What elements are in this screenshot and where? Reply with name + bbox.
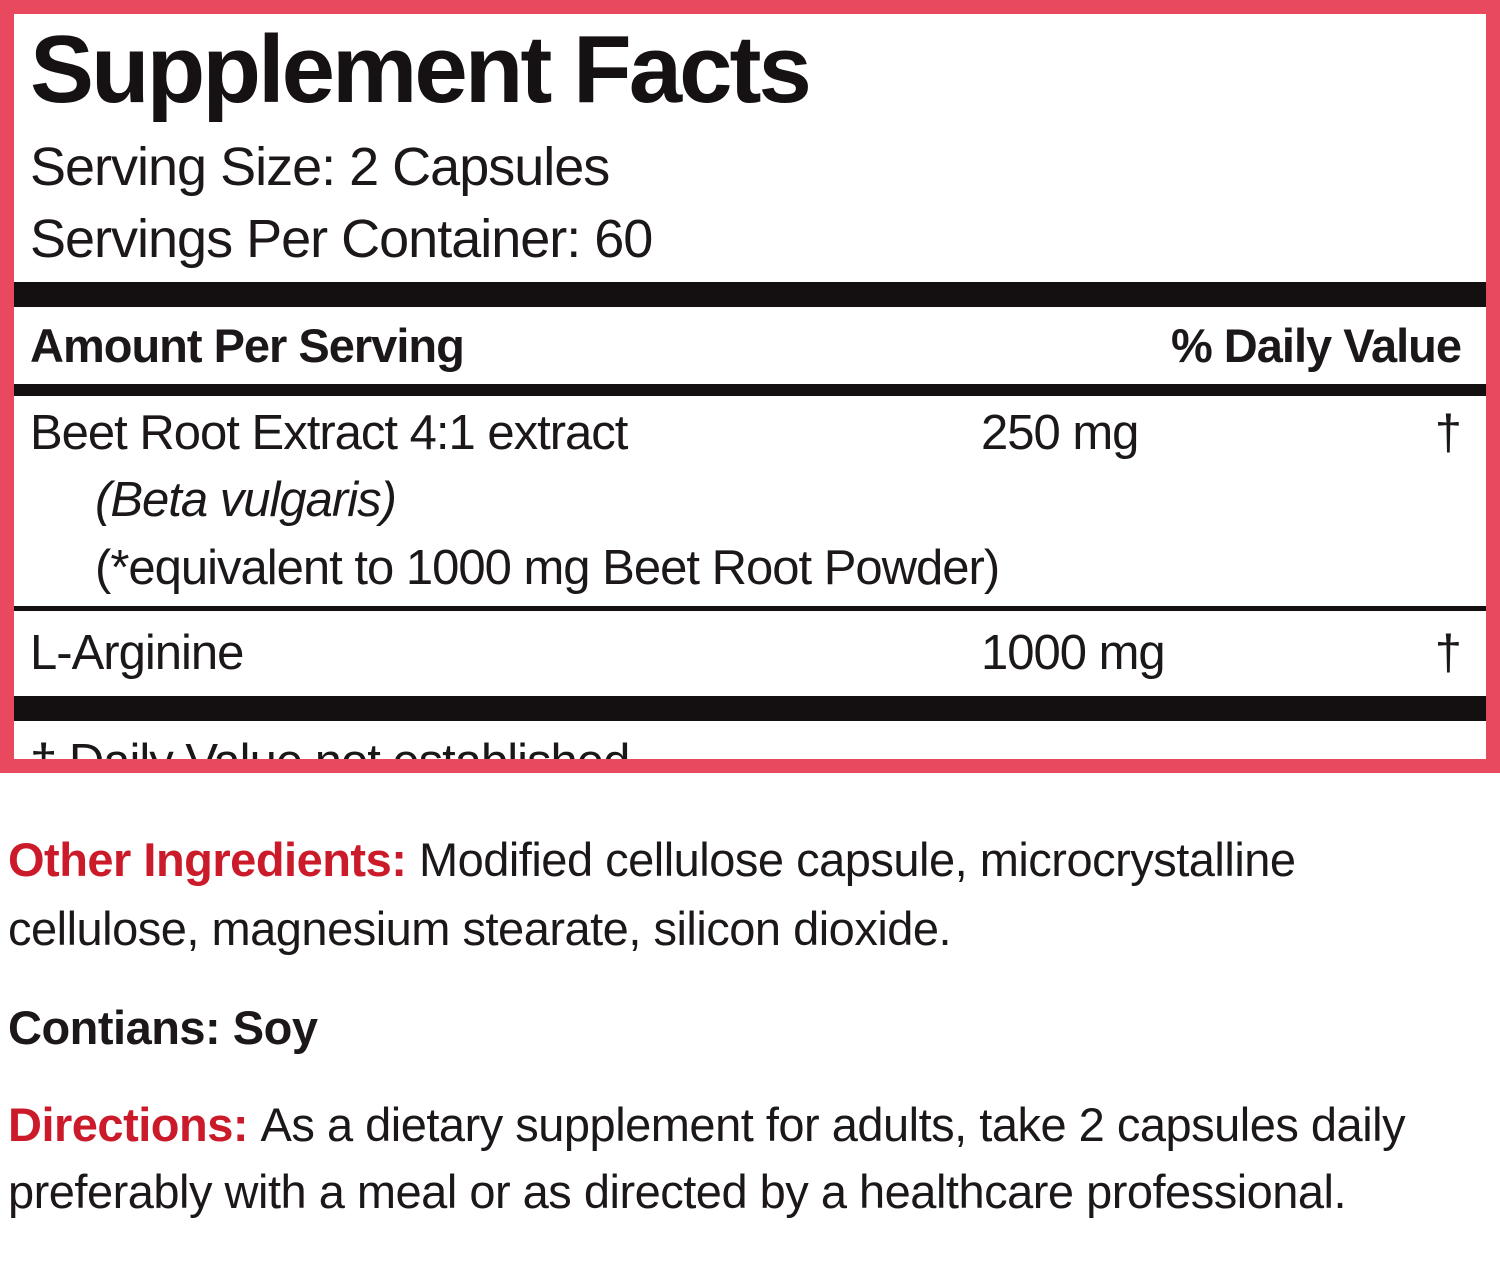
label-lower-sections: Other Ingredients: Modified cellulose ca… xyxy=(0,773,1500,1226)
other-ingredients-label: Other Ingredients: xyxy=(8,833,419,886)
divider-thin-row xyxy=(14,606,1486,612)
amount-per-serving-header: Amount Per Serving xyxy=(30,318,465,372)
nutrient-botanical-name: (Beta vulgaris) xyxy=(95,473,397,528)
table-header-row: Amount Per Serving % Daily Value xyxy=(14,307,1486,384)
serving-info: Serving Size: 2 Capsules Servings Per Co… xyxy=(14,118,1486,282)
nutrient-daily-value: † xyxy=(1434,626,1462,681)
table-row: Beet Root Extract 4:1 extract 250 mg † (… xyxy=(14,396,1486,606)
directions-paragraph: Directions: As a dietary supplement for … xyxy=(8,1092,1490,1225)
servings-per-container: Servings Per Container: 60 xyxy=(30,208,653,269)
directions-label: Directions: xyxy=(8,1098,261,1152)
contains-text: Soy xyxy=(232,1001,318,1055)
nutrient-name: Beet Root Extract 4:1 extract xyxy=(30,405,628,460)
supplement-facts-panel: Supplement Facts Serving Size: 2 Capsule… xyxy=(0,0,1500,773)
directions-text: As a dietary supplement for adults, take… xyxy=(8,1098,1406,1218)
daily-value-footnote: † Daily Value not established xyxy=(30,734,630,773)
nutrient-amount: 1000 mg xyxy=(981,626,1166,681)
table-row: L-Arginine 1000 mg † xyxy=(14,611,1486,696)
panel-title: Supplement Facts xyxy=(30,16,812,123)
other-ingredients-text: Modified cellulose capsule, microcrystal… xyxy=(8,833,1296,956)
nutrient-amount: 250 mg xyxy=(981,405,1139,460)
nutrient-equivalence-note: (*equivalent to 1000 mg Beet Root Powder… xyxy=(95,541,1000,596)
divider-medium-header xyxy=(14,383,1486,396)
divider-thick-bottom xyxy=(14,695,1486,721)
nutrient-main-line: L-Arginine 1000 mg † xyxy=(30,624,1462,683)
nutrient-daily-value: † xyxy=(1434,405,1462,460)
contains-label: Contians: xyxy=(8,1001,233,1055)
nutrient-name: L-Arginine xyxy=(30,626,244,681)
daily-value-header: % Daily Value xyxy=(1170,318,1462,372)
contains-paragraph: Contians: Soy xyxy=(8,993,1490,1062)
other-ingredients-paragraph: Other Ingredients: Modified cellulose ca… xyxy=(8,825,1490,963)
serving-size: Serving Size: 2 Capsules xyxy=(30,137,610,197)
nutrient-main-line: Beet Root Extract 4:1 extract 250 mg † xyxy=(30,404,1462,463)
divider-thick-top xyxy=(14,281,1486,307)
